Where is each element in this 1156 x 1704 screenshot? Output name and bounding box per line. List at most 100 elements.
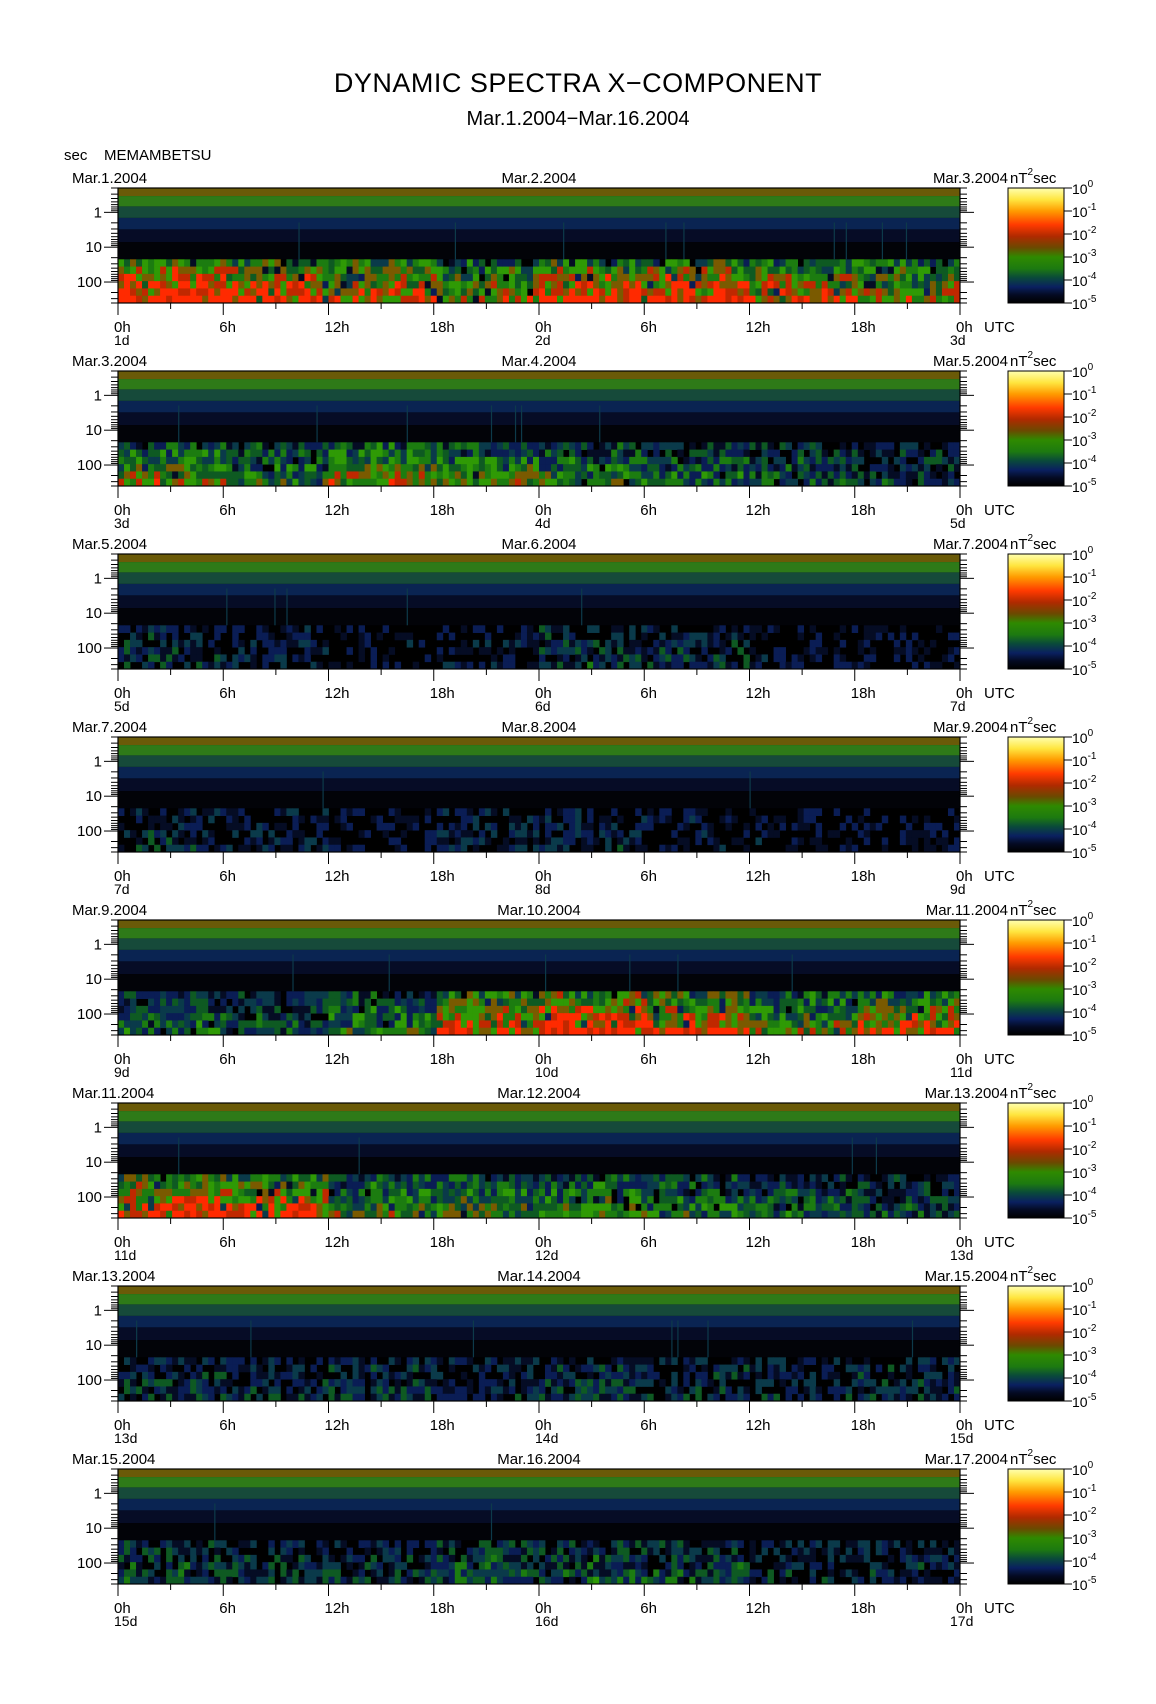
spectra-cell xyxy=(364,1013,371,1021)
spectra-cell xyxy=(136,815,143,824)
spectra-cell xyxy=(424,464,432,472)
spectra-cell xyxy=(364,478,371,487)
spectra-cell xyxy=(160,647,167,655)
spectra-cell xyxy=(851,442,859,450)
spectra-cell xyxy=(599,1181,606,1190)
date-label-right: Mar.7.2004 xyxy=(933,536,1008,553)
spectra-cell xyxy=(779,1210,786,1219)
spectra-cell xyxy=(545,639,552,648)
spectra-cell xyxy=(334,1005,341,1014)
spectra-cell xyxy=(148,1181,155,1190)
spectra-cell xyxy=(466,471,474,480)
spectra-cell xyxy=(797,654,805,663)
spectra-cell xyxy=(460,456,468,465)
spectra-cell xyxy=(160,281,167,289)
x-tick-label: 12h xyxy=(746,319,771,336)
spectra-cell xyxy=(220,625,227,633)
spectra-cell xyxy=(815,639,823,648)
spectra-cell xyxy=(875,273,883,282)
spectra-cell xyxy=(520,1027,528,1036)
spectra-cell xyxy=(665,1027,672,1036)
spectra-cell xyxy=(671,844,678,853)
x-tick-label: 12h xyxy=(746,868,771,885)
spectra-cell xyxy=(262,259,269,267)
spectra-cell xyxy=(208,1013,215,1021)
spectra-cell xyxy=(563,815,570,824)
spectra-cell xyxy=(142,1005,149,1014)
spectra-cell xyxy=(520,830,528,838)
spectra-cell xyxy=(154,998,161,1007)
spectra-cell xyxy=(599,281,606,289)
spectra-cell xyxy=(292,1181,299,1190)
spectra-cell xyxy=(629,464,636,472)
colorbar xyxy=(1007,919,1065,1036)
spectra-cell xyxy=(869,259,877,267)
spectra-cell xyxy=(244,456,251,465)
spectra-cell xyxy=(941,442,949,450)
spectra-cell xyxy=(677,266,684,275)
spectra-cell xyxy=(671,1188,678,1197)
spectra-cell xyxy=(160,815,167,824)
spectra-cell xyxy=(545,456,552,465)
spectra-cell xyxy=(743,625,750,633)
spectra-cell xyxy=(701,808,708,816)
spectra-cell xyxy=(508,266,516,275)
spectra-cell xyxy=(887,442,895,450)
chart-title: DYNAMIC SPECTRA X−COMPONENT xyxy=(333,68,823,98)
spectra-cell xyxy=(821,273,829,282)
spectra-cell xyxy=(490,1020,498,1029)
y-tick-label: 10 xyxy=(85,1154,102,1171)
spectra-cell xyxy=(707,1027,714,1036)
spectra-cell xyxy=(424,478,432,487)
spectra-cell xyxy=(659,808,666,816)
spectra-cell xyxy=(154,281,161,289)
spectra-cell xyxy=(731,259,738,267)
spectra-cell xyxy=(563,281,570,289)
spectra-cell xyxy=(677,1210,684,1219)
x-tick-label: 12h xyxy=(746,1051,771,1068)
spectra-cell xyxy=(238,281,245,289)
spectra-cell xyxy=(184,639,191,648)
spectra-cell xyxy=(238,844,245,853)
colorbar-tick-label: 10-2 xyxy=(1072,408,1097,426)
spectra-cell xyxy=(749,295,756,304)
spectra-cell xyxy=(923,1027,931,1036)
day-label: 1d xyxy=(114,332,130,348)
spectra-cell xyxy=(677,647,684,655)
spectra-cell xyxy=(496,1203,504,1212)
spectra-cell xyxy=(725,295,732,304)
spectra-cell xyxy=(833,1013,841,1021)
spectra-band xyxy=(118,400,960,413)
spectra-cell xyxy=(256,471,263,480)
spectra-cell xyxy=(671,1027,678,1036)
spectra-cell xyxy=(340,822,347,831)
spectra-cell xyxy=(815,478,823,487)
spectra-cell xyxy=(599,661,606,670)
spectra-cell xyxy=(629,273,636,282)
spectra-cell xyxy=(647,661,654,670)
spectra-cell xyxy=(671,1210,678,1219)
spectra-cell xyxy=(665,1013,672,1021)
spectra-cell xyxy=(593,273,600,282)
spectra-cell xyxy=(683,266,690,275)
spectra-cell xyxy=(172,281,179,289)
spectra-cell xyxy=(208,1203,215,1212)
spectra-cell xyxy=(563,259,570,267)
spectra-cell xyxy=(496,1196,504,1204)
spectra-cell xyxy=(623,266,630,275)
spectra-cell xyxy=(857,295,865,304)
spectra-cell xyxy=(214,625,221,633)
spectra-cell xyxy=(262,1188,269,1197)
spectra-cell xyxy=(929,281,937,289)
spectra-cell xyxy=(551,1005,558,1014)
spectra-cell xyxy=(304,632,311,641)
spectra-cell xyxy=(659,639,666,648)
spectra-cell xyxy=(454,478,462,487)
spectra-cell xyxy=(569,1174,576,1182)
spectra-cell xyxy=(442,844,450,853)
spectra-cell xyxy=(641,273,648,282)
spectra-cell xyxy=(322,998,329,1007)
spectra-cell xyxy=(190,1203,197,1212)
spectra-cell xyxy=(490,830,498,838)
date-label-mid: Mar.8.2004 xyxy=(501,719,576,736)
